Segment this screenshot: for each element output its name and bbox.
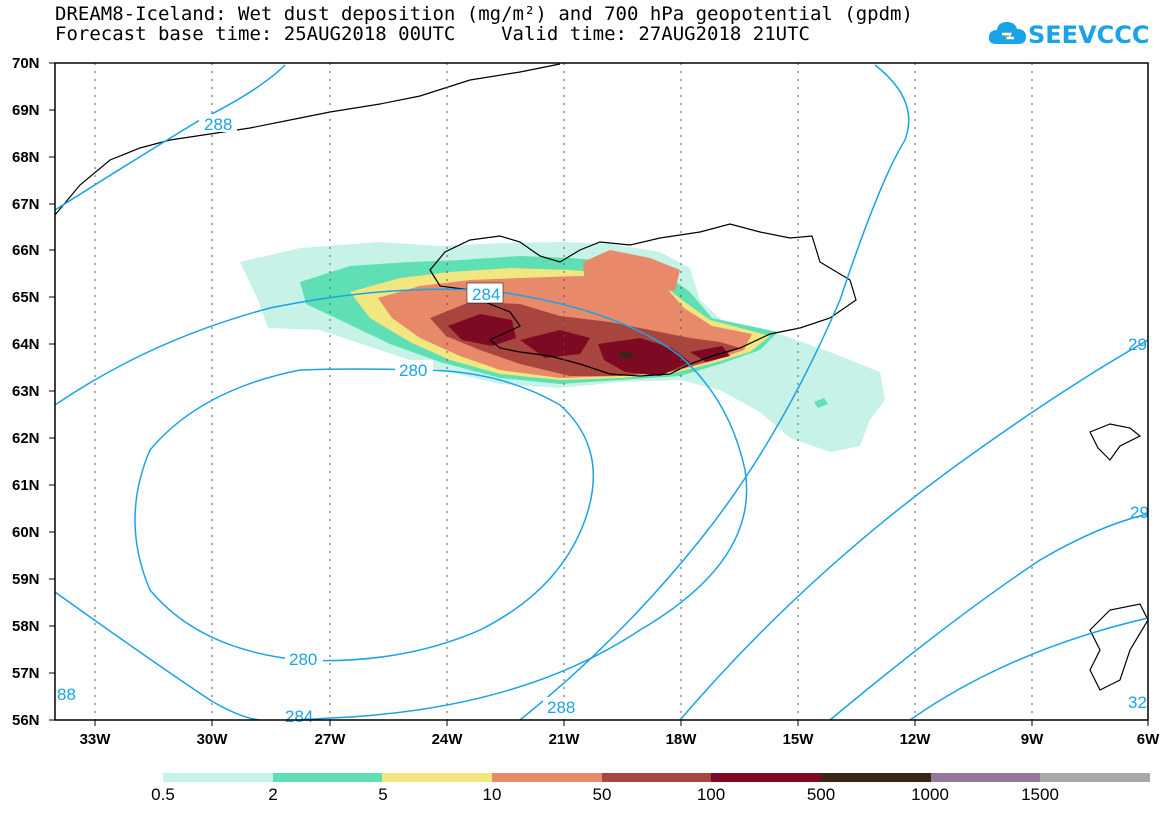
lat-label: 63N xyxy=(12,383,40,400)
contour-280 xyxy=(134,368,595,662)
legend-label: 5 xyxy=(378,785,388,804)
legend-swatch-1 xyxy=(272,773,383,782)
contour-label-280-south: 280 xyxy=(289,650,317,669)
lat-label: 62N xyxy=(12,430,40,447)
contour-label-280: 280 xyxy=(399,361,427,380)
contour-label-88: 88 xyxy=(57,685,76,704)
map-frame xyxy=(54,62,1149,721)
dust-deposition-field xyxy=(240,242,885,452)
lon-label: 9W xyxy=(1021,731,1044,748)
contour-labels: 288 284 280 280 284 288 29 29 32 88 xyxy=(57,114,1149,726)
dust-level-100 xyxy=(448,314,730,376)
lat-label: 64N xyxy=(12,336,40,353)
coastlines xyxy=(54,63,1149,691)
legend-swatch-5 xyxy=(711,773,822,782)
lat-label: 57N xyxy=(12,665,40,682)
lon-label: 24W xyxy=(432,731,464,748)
lat-label: 68N xyxy=(12,149,40,166)
logo-text: SEEVCCC xyxy=(1028,21,1150,49)
lon-label: 18W xyxy=(666,731,698,748)
faroe-coast xyxy=(1089,423,1142,461)
seevccc-logo: SEEVCCC xyxy=(988,18,1150,54)
lat-label: 70N xyxy=(12,55,40,72)
scotland-coast xyxy=(1089,603,1149,691)
legend-swatch-8 xyxy=(1040,773,1151,782)
contour-label-288: 288 xyxy=(204,115,232,134)
legend-swatch-6 xyxy=(821,773,931,782)
lon-label: 12W xyxy=(900,731,932,748)
cloud-icon xyxy=(988,22,1026,44)
lat-label: 67N xyxy=(12,196,40,213)
lat-label: 69N xyxy=(12,102,40,119)
greenland-coast xyxy=(54,63,561,216)
legend-label: 0.5 xyxy=(151,785,175,804)
legend-label: 50 xyxy=(592,785,612,804)
latitude-labels: 70N 69N 68N 67N 66N 65N 64N 63N 62N 61N … xyxy=(12,55,40,729)
contour-label-284-south: 284 xyxy=(285,707,313,726)
legend-label: 10 xyxy=(482,785,502,804)
lon-label: 21W xyxy=(549,731,581,748)
contour-label-284: 284 xyxy=(472,285,500,304)
lon-label: 15W xyxy=(783,731,815,748)
lat-label: 59N xyxy=(12,571,40,588)
lat-label: 58N xyxy=(12,618,40,635)
color-legend xyxy=(163,773,1151,782)
map-title: DREAM8-Iceland: Wet dust deposition (mg/… xyxy=(55,3,913,25)
dust-level-500 xyxy=(620,352,632,358)
contour-label-29-b: 29 xyxy=(1130,503,1149,522)
legend-label: 1000 xyxy=(911,785,949,804)
lat-label: 66N xyxy=(12,242,40,259)
legend-label: 2 xyxy=(268,785,278,804)
legend-swatch-0 xyxy=(163,773,273,782)
iceland-coast xyxy=(429,223,857,377)
dust-patch xyxy=(814,398,828,408)
longitude-labels: 33W 30W 27W 24W 21W 18W 15W 12W 9W 6W xyxy=(80,731,1161,748)
lat-label: 60N xyxy=(12,524,40,541)
contour-label-29-a: 29 xyxy=(1128,335,1147,354)
graticule xyxy=(94,63,1033,720)
lon-label: 6W xyxy=(1137,731,1160,748)
legend-label: 100 xyxy=(696,785,726,804)
legend-swatch-2 xyxy=(382,773,493,782)
lon-label: 30W xyxy=(197,731,229,748)
contour-288-north xyxy=(54,64,286,211)
contour-292-b xyxy=(829,513,1149,721)
lat-label: 56N xyxy=(12,712,40,729)
legend-label: 500 xyxy=(806,785,836,804)
contour-288-south xyxy=(54,64,910,721)
legend-label: 1500 xyxy=(1021,785,1059,804)
lat-label: 65N xyxy=(12,289,40,306)
legend-swatch-3 xyxy=(492,773,602,782)
contour-292-a xyxy=(679,339,1149,721)
lat-label: 61N xyxy=(12,477,40,494)
lon-label: 33W xyxy=(80,731,112,748)
lon-label: 27W xyxy=(315,731,347,748)
legend-swatch-4 xyxy=(601,773,712,782)
tick-marks xyxy=(49,62,1149,726)
geopotential-contours xyxy=(54,64,1149,721)
legend-swatch-7 xyxy=(930,773,1041,782)
contour-296 xyxy=(909,617,1149,721)
contour-label-32: 32 xyxy=(1128,693,1147,712)
map-subtitle: Forecast base time: 25AUG2018 00UTC Vali… xyxy=(55,23,810,45)
contour-label-288-south: 288 xyxy=(547,698,575,717)
